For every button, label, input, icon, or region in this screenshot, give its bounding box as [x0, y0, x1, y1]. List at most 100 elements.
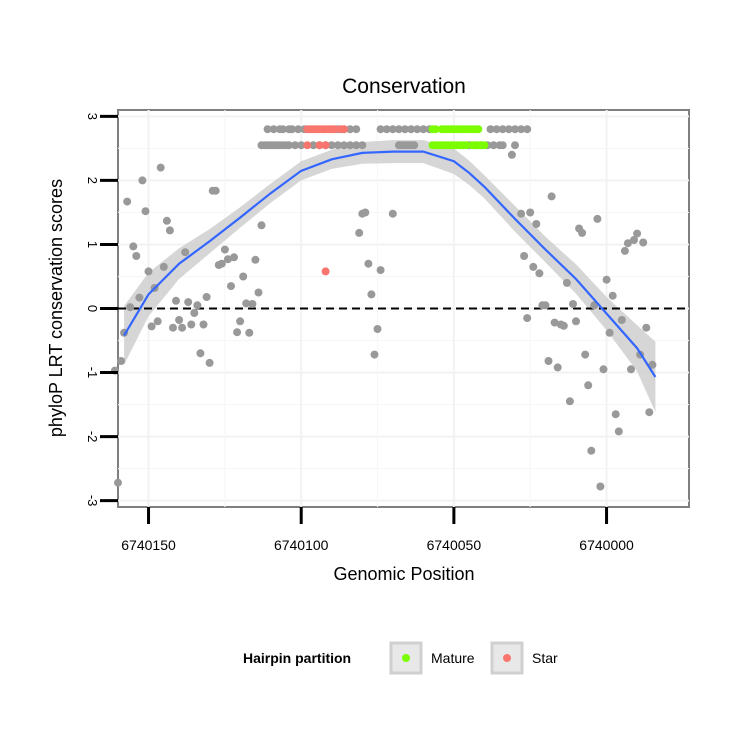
legend-label-star: Star: [532, 650, 558, 666]
point-other: [529, 262, 538, 271]
point-other: [517, 209, 526, 218]
point-other: [227, 282, 235, 291]
point-other: [614, 427, 623, 436]
point-other: [233, 328, 242, 337]
point-other: [648, 360, 657, 369]
point-other: [193, 301, 202, 310]
x-tick-label: 6740100: [274, 537, 329, 553]
point-star: [321, 267, 330, 276]
y-tick-label: 0: [85, 305, 100, 312]
point-other: [526, 208, 535, 217]
point-other: [620, 246, 629, 255]
point-other: [617, 316, 626, 324]
point-other: [184, 298, 193, 307]
point-other: [126, 303, 135, 312]
y-tick-label: 2: [85, 177, 100, 184]
legend-title: Hairpin partition: [243, 650, 351, 666]
point-other: [562, 278, 571, 287]
point-other: [419, 125, 428, 134]
x-tick-label: 6740050: [427, 537, 482, 553]
point-other: [559, 321, 568, 330]
point-star: [321, 141, 330, 150]
point-other: [217, 259, 226, 268]
point-other: [507, 150, 516, 159]
point-other: [587, 446, 596, 455]
point-other: [547, 192, 556, 201]
point-other: [388, 125, 397, 134]
point-other: [202, 293, 211, 301]
point-other: [486, 125, 495, 134]
point-other: [511, 141, 519, 150]
point-mature: [462, 141, 471, 150]
point-other: [569, 300, 577, 308]
point-other: [175, 316, 184, 324]
point-other: [642, 323, 651, 332]
point-other: [165, 226, 174, 235]
point-other: [623, 239, 632, 248]
point-other: [645, 408, 654, 417]
point-other: [504, 125, 513, 134]
point-other: [288, 125, 296, 134]
point-mature: [474, 125, 483, 134]
point-other: [511, 125, 519, 134]
point-other: [639, 238, 648, 247]
point-other: [630, 236, 638, 244]
point-other: [187, 320, 196, 329]
point-mature: [431, 125, 440, 134]
point-other: [599, 365, 608, 374]
legend-swatch-star: [503, 654, 511, 662]
point-other: [520, 252, 529, 260]
point-other: [294, 125, 303, 134]
point-other: [153, 317, 162, 326]
point-other: [627, 365, 635, 374]
point-other: [169, 323, 177, 332]
point-other: [517, 125, 526, 134]
point-other: [373, 325, 382, 333]
x-tick-label: 6740150: [121, 537, 176, 553]
point-other: [602, 275, 611, 284]
x-axis: 6740150 6740100 6740050 6740000: [121, 507, 634, 553]
point-other: [138, 176, 147, 185]
point-other: [541, 301, 550, 310]
point-other: [401, 125, 409, 134]
point-other: [593, 214, 602, 223]
smooth-ribbon-layer: [124, 140, 656, 413]
point-other: [376, 266, 385, 275]
point-other: [248, 300, 257, 308]
point-other: [584, 381, 593, 390]
point-other: [291, 141, 300, 150]
point-other: [190, 309, 199, 317]
y-tick-label: -3: [85, 495, 100, 507]
smooth-line-layer: [123, 150, 657, 378]
point-star: [340, 125, 348, 134]
point-other: [523, 125, 532, 134]
point-other: [340, 141, 348, 150]
point-other: [263, 125, 272, 134]
point-other: [162, 216, 171, 225]
point-other: [410, 141, 419, 150]
point-star: [315, 141, 324, 150]
point-star: [330, 125, 339, 134]
smooth-line: [123, 150, 657, 378]
point-other: [346, 125, 355, 134]
point-other: [278, 125, 287, 134]
y-tick-label: 1: [85, 241, 100, 248]
point-other: [611, 410, 620, 419]
point-other: [361, 208, 370, 217]
point-other: [196, 349, 205, 358]
point-other: [376, 125, 385, 134]
point-other: [245, 328, 254, 337]
point-other: [605, 328, 614, 337]
point-other: [578, 228, 587, 237]
x-axis-label: Genomic Position: [333, 564, 474, 584]
point-other: [205, 358, 214, 367]
point-other: [144, 267, 153, 276]
point-other: [147, 322, 156, 331]
point-other: [236, 317, 245, 326]
point-other: [346, 141, 355, 150]
point-other: [596, 482, 605, 491]
point-other: [230, 253, 238, 262]
legend: Hairpin partition Mature Star: [243, 641, 558, 675]
point-other: [358, 141, 367, 150]
